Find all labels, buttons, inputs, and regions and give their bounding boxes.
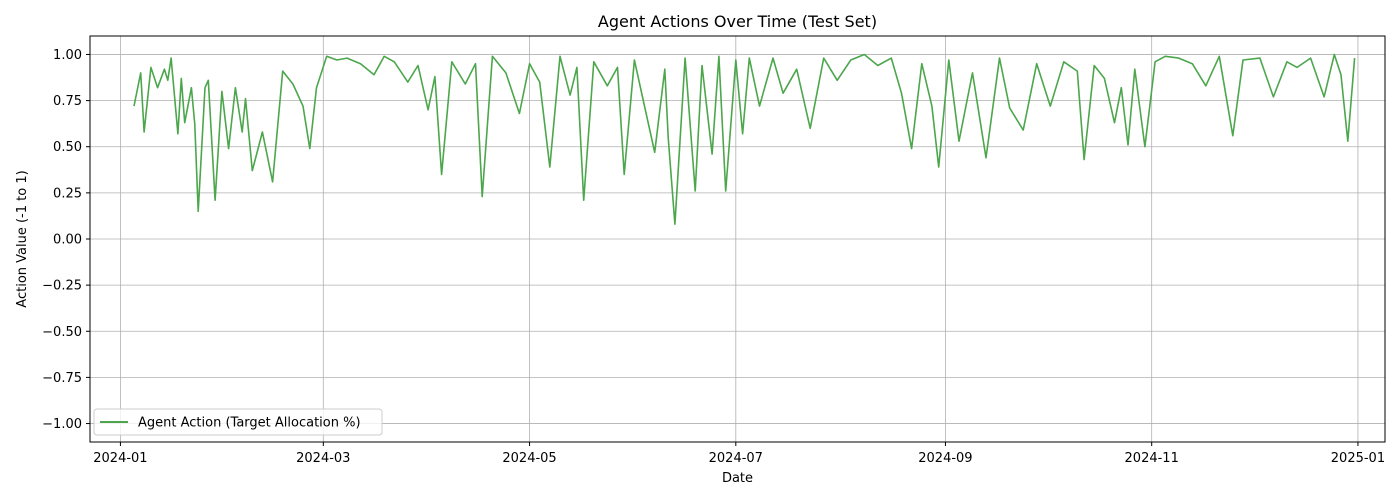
x-axis-label: Date (722, 471, 753, 486)
y-axis-ticks: 1.00 0.75 0.50 0.25 0.00 −0.25 −0.50 −0.75 −1.00 (42, 48, 90, 432)
y-tick-label: −0.75 (42, 371, 82, 386)
y-tick-label: 0.75 (53, 94, 82, 109)
legend: Agent Action (Target Allocation %) (93, 408, 383, 436)
x-tick-label: 2024-11 (1125, 451, 1179, 466)
legend-label: Agent Action (Target Allocation %) (138, 416, 361, 431)
chart-title: Agent Actions Over Time (Test Set) (598, 12, 877, 31)
y-tick-label: 0.00 (53, 233, 82, 248)
y-tick-label: −0.50 (42, 325, 82, 340)
y-tick-label: 0.25 (53, 186, 82, 201)
x-tick-label: 2025-01 (1331, 451, 1385, 466)
y-axis-label: Action Value (-1 to 1) (15, 170, 30, 307)
y-tick-label: −0.25 (42, 279, 82, 294)
x-tick-label: 2024-09 (918, 451, 972, 466)
x-tick-label: 2024-01 (93, 451, 147, 466)
series-layer (133, 53, 1356, 225)
x-tick-label: 2024-03 (296, 451, 350, 466)
y-tick-label: 0.50 (53, 140, 82, 155)
x-tick-label: 2024-05 (502, 451, 556, 466)
y-tick-label: 1.00 (53, 48, 82, 63)
x-axis-ticks: 2024-01 2024-03 2024-05 2024-07 2024-09 2024-… (93, 442, 1385, 466)
y-tick-label: −1.00 (42, 417, 82, 432)
series-line (133, 53, 1356, 225)
legend-box (93, 408, 383, 436)
x-tick-label: 2024-07 (709, 451, 763, 466)
